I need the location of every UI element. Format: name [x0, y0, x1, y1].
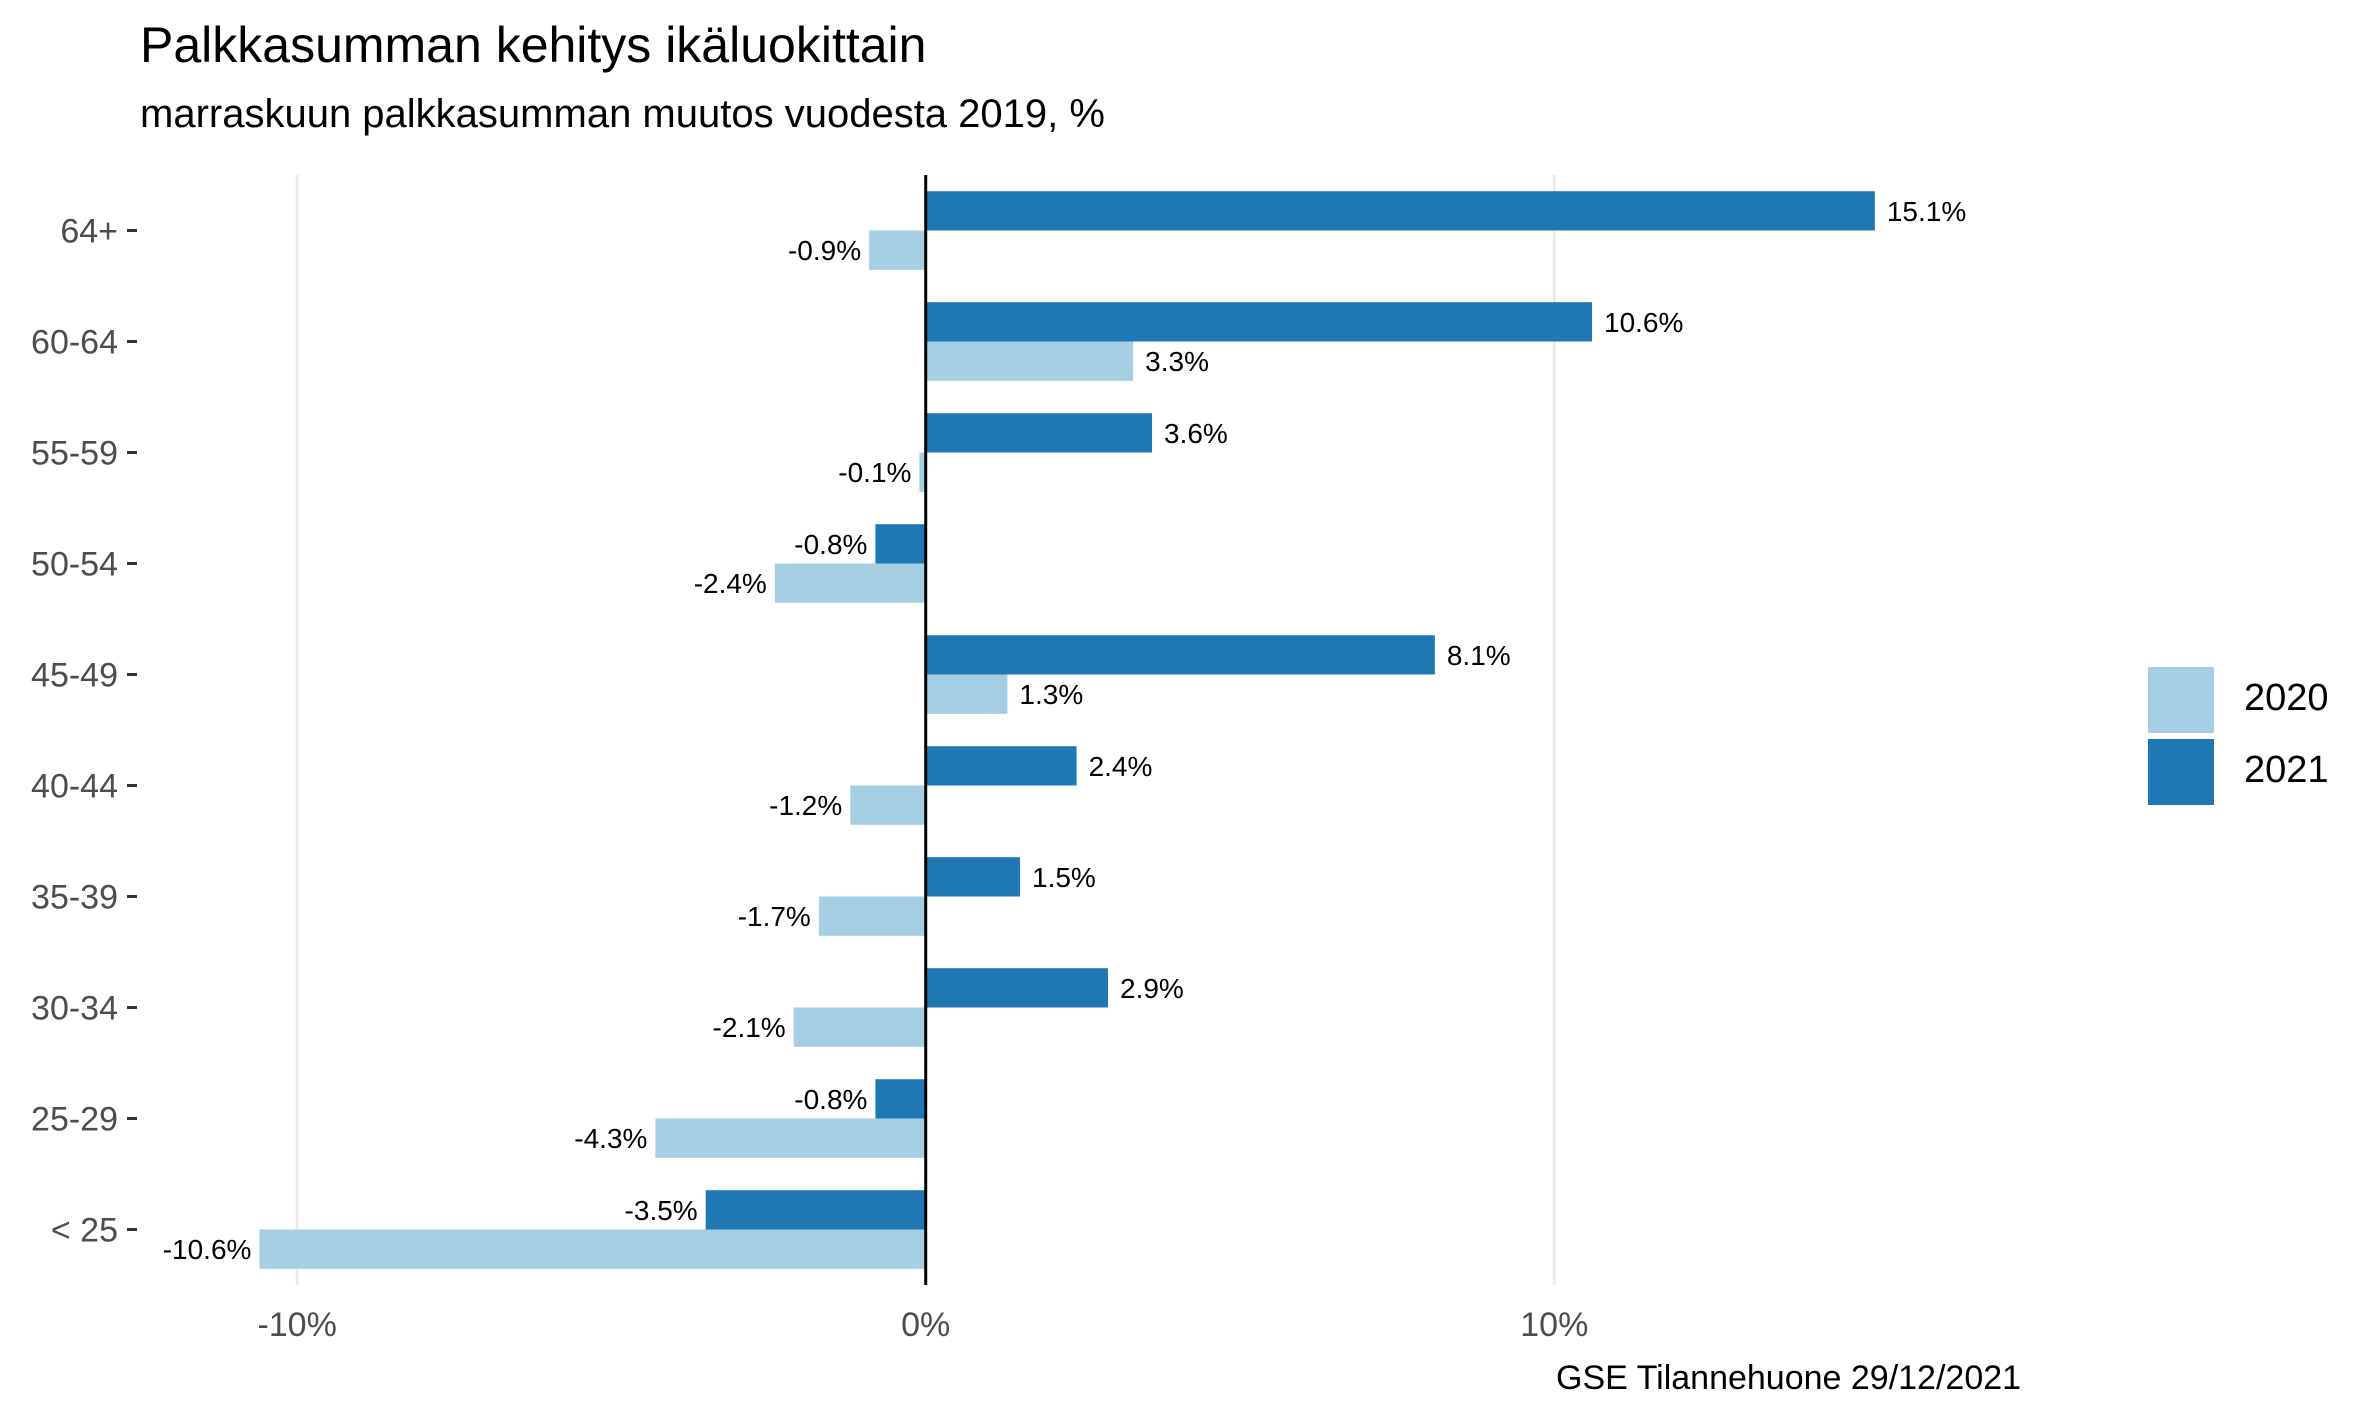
- y-tick-label: 50-54: [31, 546, 118, 584]
- data-label-2021-8: 10.6%: [1604, 307, 1683, 338]
- bar-2020-4: [850, 785, 926, 825]
- y-tick-label: 25-29: [31, 1101, 118, 1139]
- data-label-2020-8: 3.3%: [1145, 346, 1209, 377]
- chart-caption: GSE Tilannehuone 29/12/2021: [1556, 1359, 2022, 1397]
- data-label-2021-0: -3.5%: [625, 1195, 698, 1226]
- data-label-2021-1: -0.8%: [794, 1084, 867, 1115]
- legend-label-2020: 2020: [2244, 677, 2329, 719]
- data-label-2020-2: -2.1%: [713, 1012, 786, 1043]
- data-label-2020-0: -10.6%: [163, 1234, 252, 1265]
- x-tick-label: -10%: [257, 1306, 336, 1344]
- y-tick-label: 55-59: [31, 435, 118, 473]
- data-label-2021-6: -0.8%: [794, 529, 867, 560]
- bar-2020-6: [774, 563, 926, 603]
- bar-2021-2: [925, 968, 1108, 1008]
- data-labels: -10.6% -3.5% -4.3% -0.8% -2.1% 2.9% -1.7% 1.5% -…: [163, 196, 1967, 1265]
- bar-2020-5: [925, 674, 1008, 714]
- data-label-2020-7: -0.1%: [838, 457, 911, 488]
- bar-2021-4: [925, 746, 1077, 786]
- grid-lines: [295, 175, 1556, 1285]
- bar-2021-9: [925, 191, 1875, 231]
- bar-2020-9: [869, 230, 926, 270]
- bar-2021-6: [875, 524, 926, 564]
- data-label-2020-4: -1.2%: [769, 790, 842, 821]
- data-label-2020-5: 1.3%: [1019, 679, 1083, 710]
- bar-2021-3: [925, 857, 1020, 897]
- legend-key-2021: [2148, 739, 2214, 805]
- x-axis: -10% 0% 10%: [257, 1306, 1588, 1344]
- y-tick-label: 30-34: [31, 990, 118, 1028]
- data-label-2020-3: -1.7%: [738, 901, 811, 932]
- bar-2021-5: [925, 635, 1435, 675]
- data-label-2021-5: 8.1%: [1447, 640, 1511, 671]
- data-label-2020-6: -2.4%: [694, 568, 767, 599]
- data-label-2020-1: -4.3%: [574, 1123, 647, 1154]
- bar-2020-8: [925, 341, 1134, 381]
- legend-key-2020: [2148, 667, 2214, 733]
- bar-2021-1: [875, 1079, 926, 1119]
- x-tick-label: 0%: [901, 1306, 950, 1344]
- bar-2020-2: [793, 1007, 926, 1047]
- chart-subtitle: marraskuun palkkasumman muutos vuodesta …: [140, 92, 1105, 136]
- chart-title: Palkkasumman kehitys ikäluokittain: [140, 17, 927, 73]
- data-label-2021-2: 2.9%: [1120, 973, 1184, 1004]
- bar-2020-3: [818, 896, 926, 936]
- data-label-2021-3: 1.5%: [1032, 862, 1096, 893]
- data-label-2020-9: -0.9%: [788, 235, 861, 266]
- y-tick-label: 45-49: [31, 657, 118, 695]
- legend-label-2021: 2021: [2244, 749, 2329, 791]
- bars: [259, 191, 1875, 1269]
- x-tick-label: 10%: [1520, 1306, 1588, 1344]
- bar-2021-0: [705, 1190, 926, 1230]
- y-tick-label: 64+: [60, 213, 118, 251]
- data-label-2021-7: 3.6%: [1164, 418, 1228, 449]
- y-tick-label: < 25: [51, 1212, 118, 1250]
- data-label-2021-9: 15.1%: [1887, 196, 1966, 227]
- bar-2021-8: [925, 302, 1592, 342]
- bar-2021-7: [925, 413, 1152, 453]
- y-axis: < 25 25-29 30-34 35-39 40-44 45-49 50-54 55-59 6…: [31, 213, 137, 1250]
- data-label-2021-4: 2.4%: [1089, 751, 1153, 782]
- bar-2020-7: [919, 452, 926, 492]
- bar-2020-1: [655, 1118, 926, 1158]
- y-tick-label: 60-64: [31, 324, 118, 362]
- y-tick-label: 40-44: [31, 768, 118, 806]
- y-tick-label: 35-39: [31, 879, 118, 917]
- bar-2020-0: [259, 1229, 926, 1269]
